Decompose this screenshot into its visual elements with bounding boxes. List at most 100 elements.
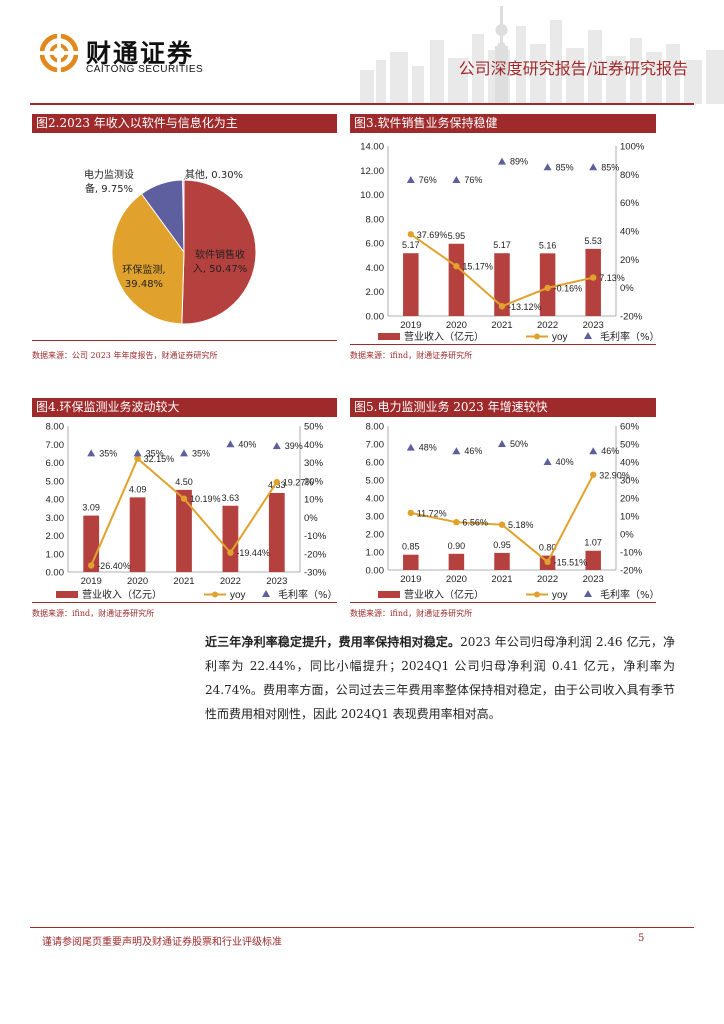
left-axis-tick-label: 5.00: [46, 476, 65, 487]
gross-margin-label: 89%: [510, 157, 528, 167]
right-axis-tick-label: 10%: [620, 512, 640, 523]
footer-disclaimer: 谨请参阅尾页重要声明及财通证券股票和行业评级标准: [42, 937, 282, 948]
left-axis-tick-label: 7.00: [366, 440, 385, 451]
left-axis-tick-label: 1.00: [46, 549, 65, 560]
revenue-bar-label: 4.09: [129, 484, 147, 494]
left-axis-tick-label: 10.00: [360, 190, 384, 201]
body-paragraph: 近三年净利率稳定提升，费用率保持相对稳定。2023 年公司归母净利润 2.46 …: [205, 630, 675, 726]
yoy-point: [544, 558, 551, 566]
revenue-bar-label: 3.09: [82, 503, 100, 513]
revenue-bar: [403, 253, 419, 316]
paragraph-lead: 近三年净利率稳定提升，费用率保持相对稳定。: [205, 635, 461, 649]
combo-chart: 0.00 1.00 2.00 3.00 4.00 5.00 6.00 7.00 8.00 -30%…: [46, 422, 338, 602]
revenue-bar-label: 3.63: [222, 493, 240, 503]
revenue-bar: [448, 243, 465, 316]
yoy-point: [180, 495, 188, 502]
left-axis-tick-label: 4.00: [366, 494, 385, 505]
yoy-point: [498, 303, 506, 310]
left-axis-tick-label: 2.00: [366, 530, 385, 541]
yoy-point-label: 7.13%: [599, 273, 625, 283]
x-axis-tick-label: 2023: [583, 320, 604, 331]
gross-margin-marker: [498, 440, 506, 447]
figure-5: 图5.电力监测业务 2023 年增速较快 0.00 1.00 2.00 3.00 4.0…: [350, 398, 656, 620]
page-header: 财通证券 CAITONG SECURITIES 公司深度研究报告/证券研究报告: [0, 0, 724, 106]
gross-margin-marker: [272, 442, 281, 450]
revenue-bar-label: 1.07: [584, 538, 602, 548]
legend-yoy-dot: [534, 333, 540, 340]
left-axis-tick-label: 6.00: [366, 458, 385, 469]
left-axis-tick-label: 0.00: [46, 568, 65, 579]
right-axis-tick-label: 30%: [304, 458, 324, 469]
brand-name-en: CAITONG SECURITIES: [86, 64, 204, 75]
legend-revenue-swatch: [378, 333, 400, 340]
x-axis-tick-label: 2022: [537, 320, 558, 331]
footer-divider: [30, 927, 694, 928]
gross-margin-marker: [452, 176, 461, 183]
yoy-point: [273, 478, 280, 486]
right-axis-tick-label: 60%: [620, 422, 640, 433]
figure-bottom-rule: [32, 602, 337, 603]
x-axis-tick-label: 2020: [446, 320, 467, 331]
legend-gross-margin-label: 毛利率（%）: [278, 588, 337, 601]
pie-slice-label: 其他, 0.30%: [185, 168, 243, 181]
left-axis-tick-label: 5.00: [366, 476, 385, 487]
left-axis-tick-label: 3.00: [46, 513, 65, 524]
gross-margin-marker: [180, 449, 188, 457]
gross-margin-label: 46%: [464, 446, 482, 456]
yoy-point-label: -19.44%: [236, 548, 270, 558]
right-axis-tick-label: 40%: [304, 440, 324, 451]
figure-2: 图2.2023 年收入以软件与信息化为主 软件销售收 入, 50.47% 环保监测,…: [32, 114, 337, 369]
right-axis-tick-label: 60%: [620, 198, 640, 209]
figure-title: 图2.2023 年收入以软件与信息化为主: [32, 114, 337, 133]
gross-margin-marker: [543, 458, 552, 465]
yoy-point-label: 15.17%: [462, 262, 493, 272]
yoy-point-label: 19.27%: [283, 478, 314, 488]
legend-revenue-label: 营业收入（亿元）: [404, 588, 484, 601]
yoy-point: [407, 509, 414, 517]
legend-yoy-label: yoy: [230, 590, 246, 601]
x-axis-tick-label: 2021: [491, 574, 512, 585]
yoy-point-label: 11.72%: [417, 508, 447, 518]
right-axis-tick-label: 0%: [620, 530, 634, 541]
combo-chart: 0.00 2.00 4.00 6.00 8.00 10.00 12.00 14.00 -20% 0…: [360, 142, 656, 344]
right-axis-tick-label: 100%: [620, 142, 645, 153]
revenue-bar: [403, 554, 419, 570]
revenue-bar: [129, 497, 146, 572]
legend-revenue-label: 营业收入（亿元）: [404, 330, 484, 343]
legend-gross-margin-swatch: [584, 590, 592, 597]
revenue-bar-label: 5.95: [448, 231, 466, 241]
figure-title: 图4.环保监测业务波动较大: [32, 398, 337, 417]
right-axis-tick-label: -10%: [620, 548, 643, 559]
yoy-point: [134, 455, 141, 462]
legend-gross-margin-label: 毛利率（%）: [600, 330, 656, 343]
figure-title: 图3.软件销售业务保持稳健: [350, 114, 656, 133]
yoy-point-label: -15.51%: [554, 557, 588, 567]
revenue-bar-label: 4.50: [175, 477, 193, 487]
x-axis-tick-label: 2021: [173, 576, 194, 587]
left-axis-tick-label: 1.00: [366, 548, 385, 559]
left-axis-tick-label: 2.00: [46, 531, 65, 542]
x-axis-tick-label: 2020: [127, 576, 148, 587]
report-type-label: 公司深度研究报告/证券研究报告: [458, 59, 688, 78]
left-axis-tick-label: 4.00: [46, 495, 65, 506]
gross-margin-marker: [589, 163, 598, 171]
yoy-point-label: 37.69%: [417, 230, 448, 240]
yoy-point-label: -13.12%: [508, 302, 542, 312]
right-axis-tick-label: 30%: [620, 476, 640, 487]
revenue-bar-label: 5.17: [493, 240, 511, 250]
pie-slice-label: 入, 50.47%: [193, 264, 248, 275]
pie-slice-label: 电力监测设: [84, 168, 134, 181]
gross-margin-label: 40%: [556, 457, 574, 467]
x-axis-tick-label: 2022: [220, 576, 241, 587]
yoy-point: [407, 231, 414, 238]
legend-gross-margin-label: 毛利率（%）: [600, 588, 656, 601]
revenue-bar-label: 0.85: [402, 542, 420, 552]
brand-name-cn: 财通证券: [86, 39, 195, 68]
yoy-point: [453, 262, 460, 270]
combo-chart: 0.00 1.00 2.00 3.00 4.00 5.00 6.00 7.00 8.00 -20%…: [366, 422, 657, 602]
left-axis-tick-label: 8.00: [46, 422, 65, 433]
figure-source: 数据来源：ifind，财通证券研究所: [350, 351, 473, 360]
figure-bottom-rule: [350, 344, 656, 345]
legend-yoy-dot: [534, 591, 540, 598]
